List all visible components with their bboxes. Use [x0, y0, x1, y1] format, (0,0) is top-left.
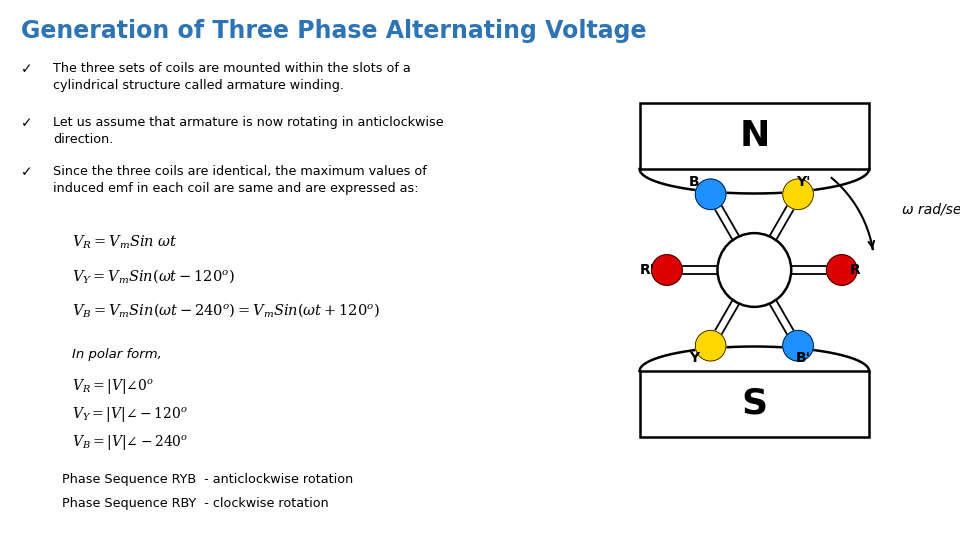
- Text: Since the three coils are identical, the maximum values of
induced emf in each c: Since the three coils are identical, the…: [53, 165, 426, 195]
- Circle shape: [782, 330, 813, 361]
- Text: Let us assume that armature is now rotating in anticlockwise
direction.: Let us assume that armature is now rotat…: [53, 116, 444, 146]
- Text: B: B: [689, 176, 700, 189]
- Bar: [639, 103, 869, 169]
- Text: R: R: [850, 263, 861, 277]
- Text: $V_B = |V|\angle -240^o$: $V_B = |V|\angle -240^o$: [72, 434, 188, 454]
- Text: $V_B = V_m Sin(\omega t - 240^o) = V_m Sin(\omega t + 120^o)$: $V_B = V_m Sin(\omega t - 240^o) = V_m S…: [72, 301, 380, 319]
- Text: Y': Y': [796, 176, 811, 189]
- Text: Generation of Three Phase Alternating Voltage: Generation of Three Phase Alternating Vo…: [21, 19, 647, 43]
- Text: $V_Y = |V|\angle -120^o$: $V_Y = |V|\angle -120^o$: [72, 406, 188, 426]
- Circle shape: [695, 330, 726, 361]
- Text: ω rad/sec: ω rad/sec: [901, 203, 960, 217]
- Text: The three sets of coils are mounted within the slots of a
cylindrical structure : The three sets of coils are mounted with…: [53, 62, 411, 92]
- Circle shape: [652, 255, 683, 285]
- Text: ✓: ✓: [21, 165, 33, 179]
- Circle shape: [827, 255, 857, 285]
- Circle shape: [782, 179, 813, 210]
- Text: R': R': [640, 263, 656, 277]
- Bar: [639, 371, 869, 437]
- Text: $V_Y = V_m Sin(\omega t - 120^o)$: $V_Y = V_m Sin(\omega t - 120^o)$: [72, 267, 235, 285]
- Text: Phase Sequence RBY  - clockwise rotation: Phase Sequence RBY - clockwise rotation: [62, 497, 329, 510]
- Circle shape: [695, 179, 726, 210]
- Text: Y: Y: [689, 351, 699, 364]
- Text: N: N: [739, 119, 770, 153]
- Text: ✓: ✓: [21, 62, 33, 76]
- Text: B': B': [796, 351, 811, 364]
- Circle shape: [717, 233, 791, 307]
- Text: $V_R = V_m Sin\ \omega t$: $V_R = V_m Sin\ \omega t$: [72, 233, 178, 251]
- Text: In polar form,: In polar form,: [72, 348, 162, 361]
- Text: $V_R = |V|\angle 0^o$: $V_R = |V|\angle 0^o$: [72, 378, 154, 397]
- Text: S: S: [741, 387, 767, 421]
- Text: ✓: ✓: [21, 116, 33, 130]
- Text: Phase Sequence RYB  - anticlockwise rotation: Phase Sequence RYB - anticlockwise rotat…: [62, 472, 353, 485]
